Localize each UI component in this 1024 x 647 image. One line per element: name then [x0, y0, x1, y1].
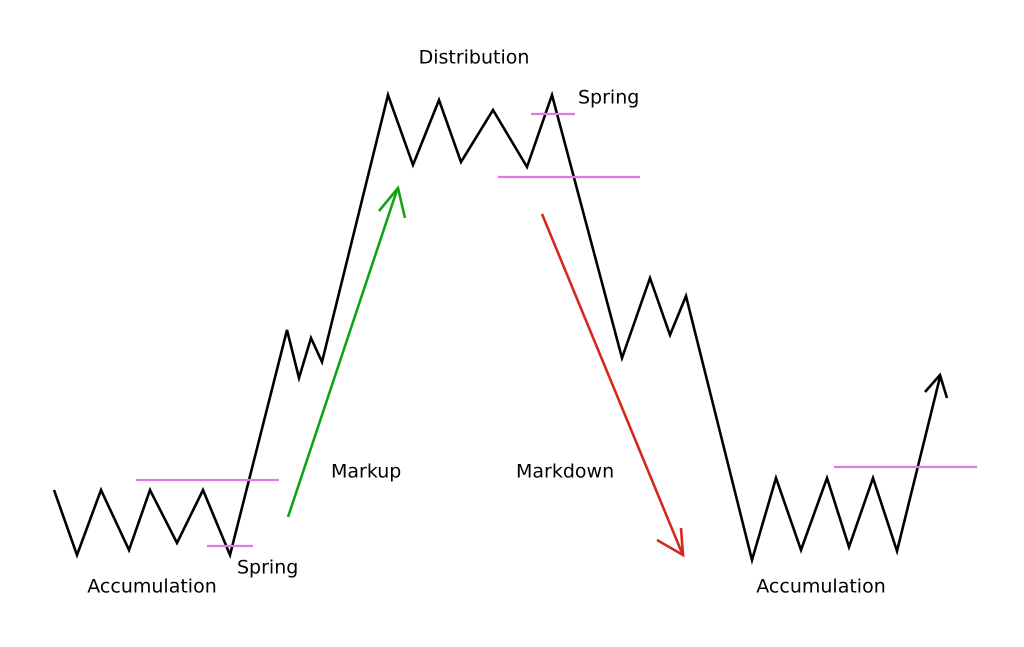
- label: Markdown: [516, 461, 614, 483]
- price-arrowhead: [924, 372, 949, 399]
- label: Accumulation: [87, 576, 216, 598]
- label: Accumulation: [756, 576, 885, 598]
- label: Spring: [578, 87, 639, 109]
- markup-arrow: [286, 189, 399, 518]
- markup-arrowhead: [377, 185, 407, 219]
- price-path: [52, 90, 942, 565]
- label: Distribution: [419, 47, 530, 69]
- label: Spring: [237, 557, 298, 579]
- markdown-arrow: [540, 213, 684, 554]
- markdown-arrowhead: [656, 527, 685, 558]
- label: Markup: [331, 461, 401, 483]
